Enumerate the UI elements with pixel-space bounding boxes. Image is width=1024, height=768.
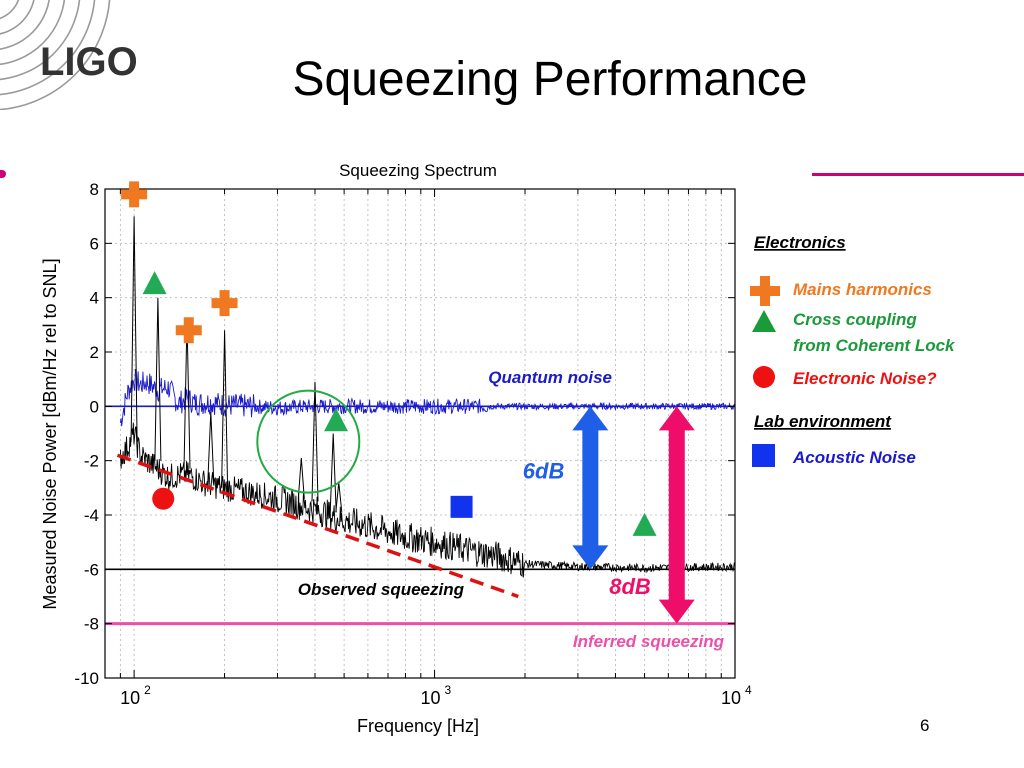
harmonic-peak [207,411,215,483]
y-tick-label: 0 [90,397,99,416]
x-tick-label-exponent: 4 [745,683,752,697]
harmonic-peak [297,457,305,499]
chart-title: Squeezing Spectrum [339,161,497,180]
annotations-layer: 6dB 8dB Quantum noise Observed squeezing Inf… [116,181,725,651]
legend-heading-lab: Lab environment [754,412,892,431]
observed-squeezing-label: Observed squeezing [298,580,465,599]
cross-coupling-marker [142,271,167,295]
y-tick-label: -8 [84,615,99,634]
ligo-logo: LIGO [0,0,138,110]
legend-acoustic: Acoustic Noise [792,448,916,467]
mains-harmonic-marker [175,317,202,344]
quantum-noise-label: Quantum noise [488,368,612,387]
x-tick-label-exponent: 2 [144,683,151,697]
y-tick-label: -10 [74,669,99,688]
slide-title: Squeezing Performance [292,53,808,106]
axis-ticks: 8 6 4 2 0 -2 -4 -6 -8 -10 10 2 10 3 10 4 [74,180,752,708]
harmonic-peak [311,381,319,502]
legend-electronic-noise: Electronic Noise? [793,369,937,388]
acoustic-noise-marker [450,495,473,518]
cross-coupling-marker [324,408,349,432]
x-axis-label: Frequency [Hz] [357,716,479,736]
x-tick-label: 10 [120,688,140,708]
y-tick-label: -4 [84,506,99,525]
x-tick-label: 10 [721,688,741,708]
inferred-squeezing-label: Inferred squeezing [573,632,725,651]
y-tick-label: 4 [90,289,99,308]
y-tick-label: -2 [84,452,99,471]
y-axis-label: Measured Noise Power [dBm/Hz rel to SNL] [40,258,60,609]
harmonic-peak [154,297,162,461]
legend-cross-coupling-line1: Cross coupling [793,310,917,329]
legend-cross-coupling-line2: from Coherent Lock [793,336,956,355]
y-tick-label: -6 [84,560,99,579]
mains-harmonic-marker [211,290,238,317]
squeezing-spectrum-chart: 8 6 4 2 0 -2 -4 -6 -8 -10 10 2 10 3 10 4 6dB 8dB Quantum … [40,161,752,736]
plot-area [105,189,735,678]
cross-coupling-legend-icon [752,310,776,332]
legend: Electronics Mains harmonics Cross coupli… [750,233,956,467]
plot-marks [105,216,735,626]
squeezing-fit-dashed-line [116,453,519,599]
x-tick-label: 10 [421,688,441,708]
plot-frame [104,188,736,679]
peak-highlight-circle [256,389,361,494]
mains-harmonic-marker [121,181,148,208]
six-db-label: 6dB [523,458,565,483]
x-tick-label-exponent: 3 [445,683,452,697]
legend-mains: Mains harmonics [793,280,932,299]
legend-heading-electronics: Electronics [754,233,846,252]
mains-legend-icon [750,276,780,306]
harmonic-peak [130,216,138,442]
eight-db-label: 8dB [609,574,651,599]
decorative-bar-right [812,173,1024,176]
y-tick-label: 2 [90,343,99,362]
y-tick-label: 8 [90,180,99,199]
harmonic-peak [221,330,229,488]
logo-text: LIGO [40,40,138,84]
acoustic-legend-icon [752,444,775,467]
measured-noise-trace [119,422,735,578]
page-number: 6 [920,716,930,735]
cross-coupling-marker [632,512,657,536]
electronic-noise-legend-icon [753,366,775,388]
electronic-noise-marker [152,487,175,510]
six-db-arrow [572,406,609,570]
decorative-bar-left [0,170,6,178]
y-tick-label: 6 [90,234,99,253]
eight-db-arrow [658,406,695,624]
grid [104,188,736,679]
